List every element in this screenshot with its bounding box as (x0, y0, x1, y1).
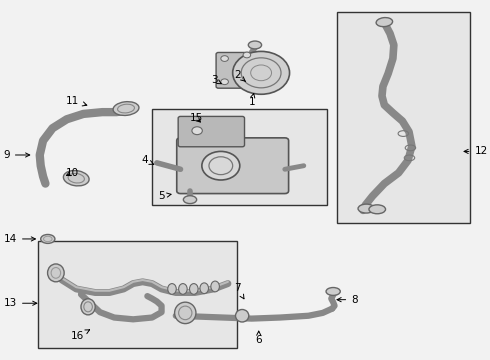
Text: 8: 8 (337, 295, 358, 305)
Ellipse shape (376, 18, 392, 27)
Text: 1: 1 (248, 94, 255, 107)
Ellipse shape (200, 283, 209, 294)
Text: 12: 12 (464, 147, 488, 157)
Ellipse shape (48, 264, 64, 282)
Text: 11: 11 (66, 96, 87, 106)
Text: 6: 6 (255, 331, 262, 345)
Circle shape (221, 56, 228, 62)
Text: 15: 15 (190, 113, 203, 123)
Ellipse shape (41, 234, 55, 243)
Bar (38, 241, 238, 348)
Text: 3: 3 (211, 75, 221, 85)
Ellipse shape (179, 284, 187, 294)
Text: 4: 4 (142, 156, 154, 165)
Text: 13: 13 (4, 298, 37, 308)
Ellipse shape (236, 310, 249, 322)
Ellipse shape (211, 281, 220, 292)
FancyBboxPatch shape (178, 116, 245, 147)
Text: 7: 7 (234, 283, 244, 299)
Text: 16: 16 (71, 330, 90, 342)
Text: 14: 14 (4, 234, 35, 244)
Text: 9: 9 (3, 150, 30, 160)
Ellipse shape (190, 284, 198, 294)
Ellipse shape (81, 299, 95, 315)
Circle shape (233, 51, 290, 94)
Circle shape (221, 79, 228, 85)
Text: 5: 5 (158, 191, 171, 201)
FancyBboxPatch shape (216, 53, 256, 88)
Ellipse shape (326, 288, 340, 296)
Circle shape (202, 152, 240, 180)
Ellipse shape (248, 41, 262, 49)
Text: 2: 2 (234, 69, 245, 81)
Bar (337, 12, 470, 223)
Ellipse shape (168, 284, 176, 294)
FancyBboxPatch shape (177, 138, 289, 194)
Ellipse shape (369, 205, 386, 214)
Ellipse shape (192, 127, 202, 135)
Ellipse shape (113, 102, 139, 116)
Ellipse shape (63, 171, 89, 186)
Ellipse shape (183, 196, 196, 203)
Ellipse shape (174, 302, 196, 324)
Bar (152, 109, 327, 205)
Text: 10: 10 (66, 168, 78, 178)
Ellipse shape (358, 204, 375, 213)
Circle shape (243, 52, 251, 58)
